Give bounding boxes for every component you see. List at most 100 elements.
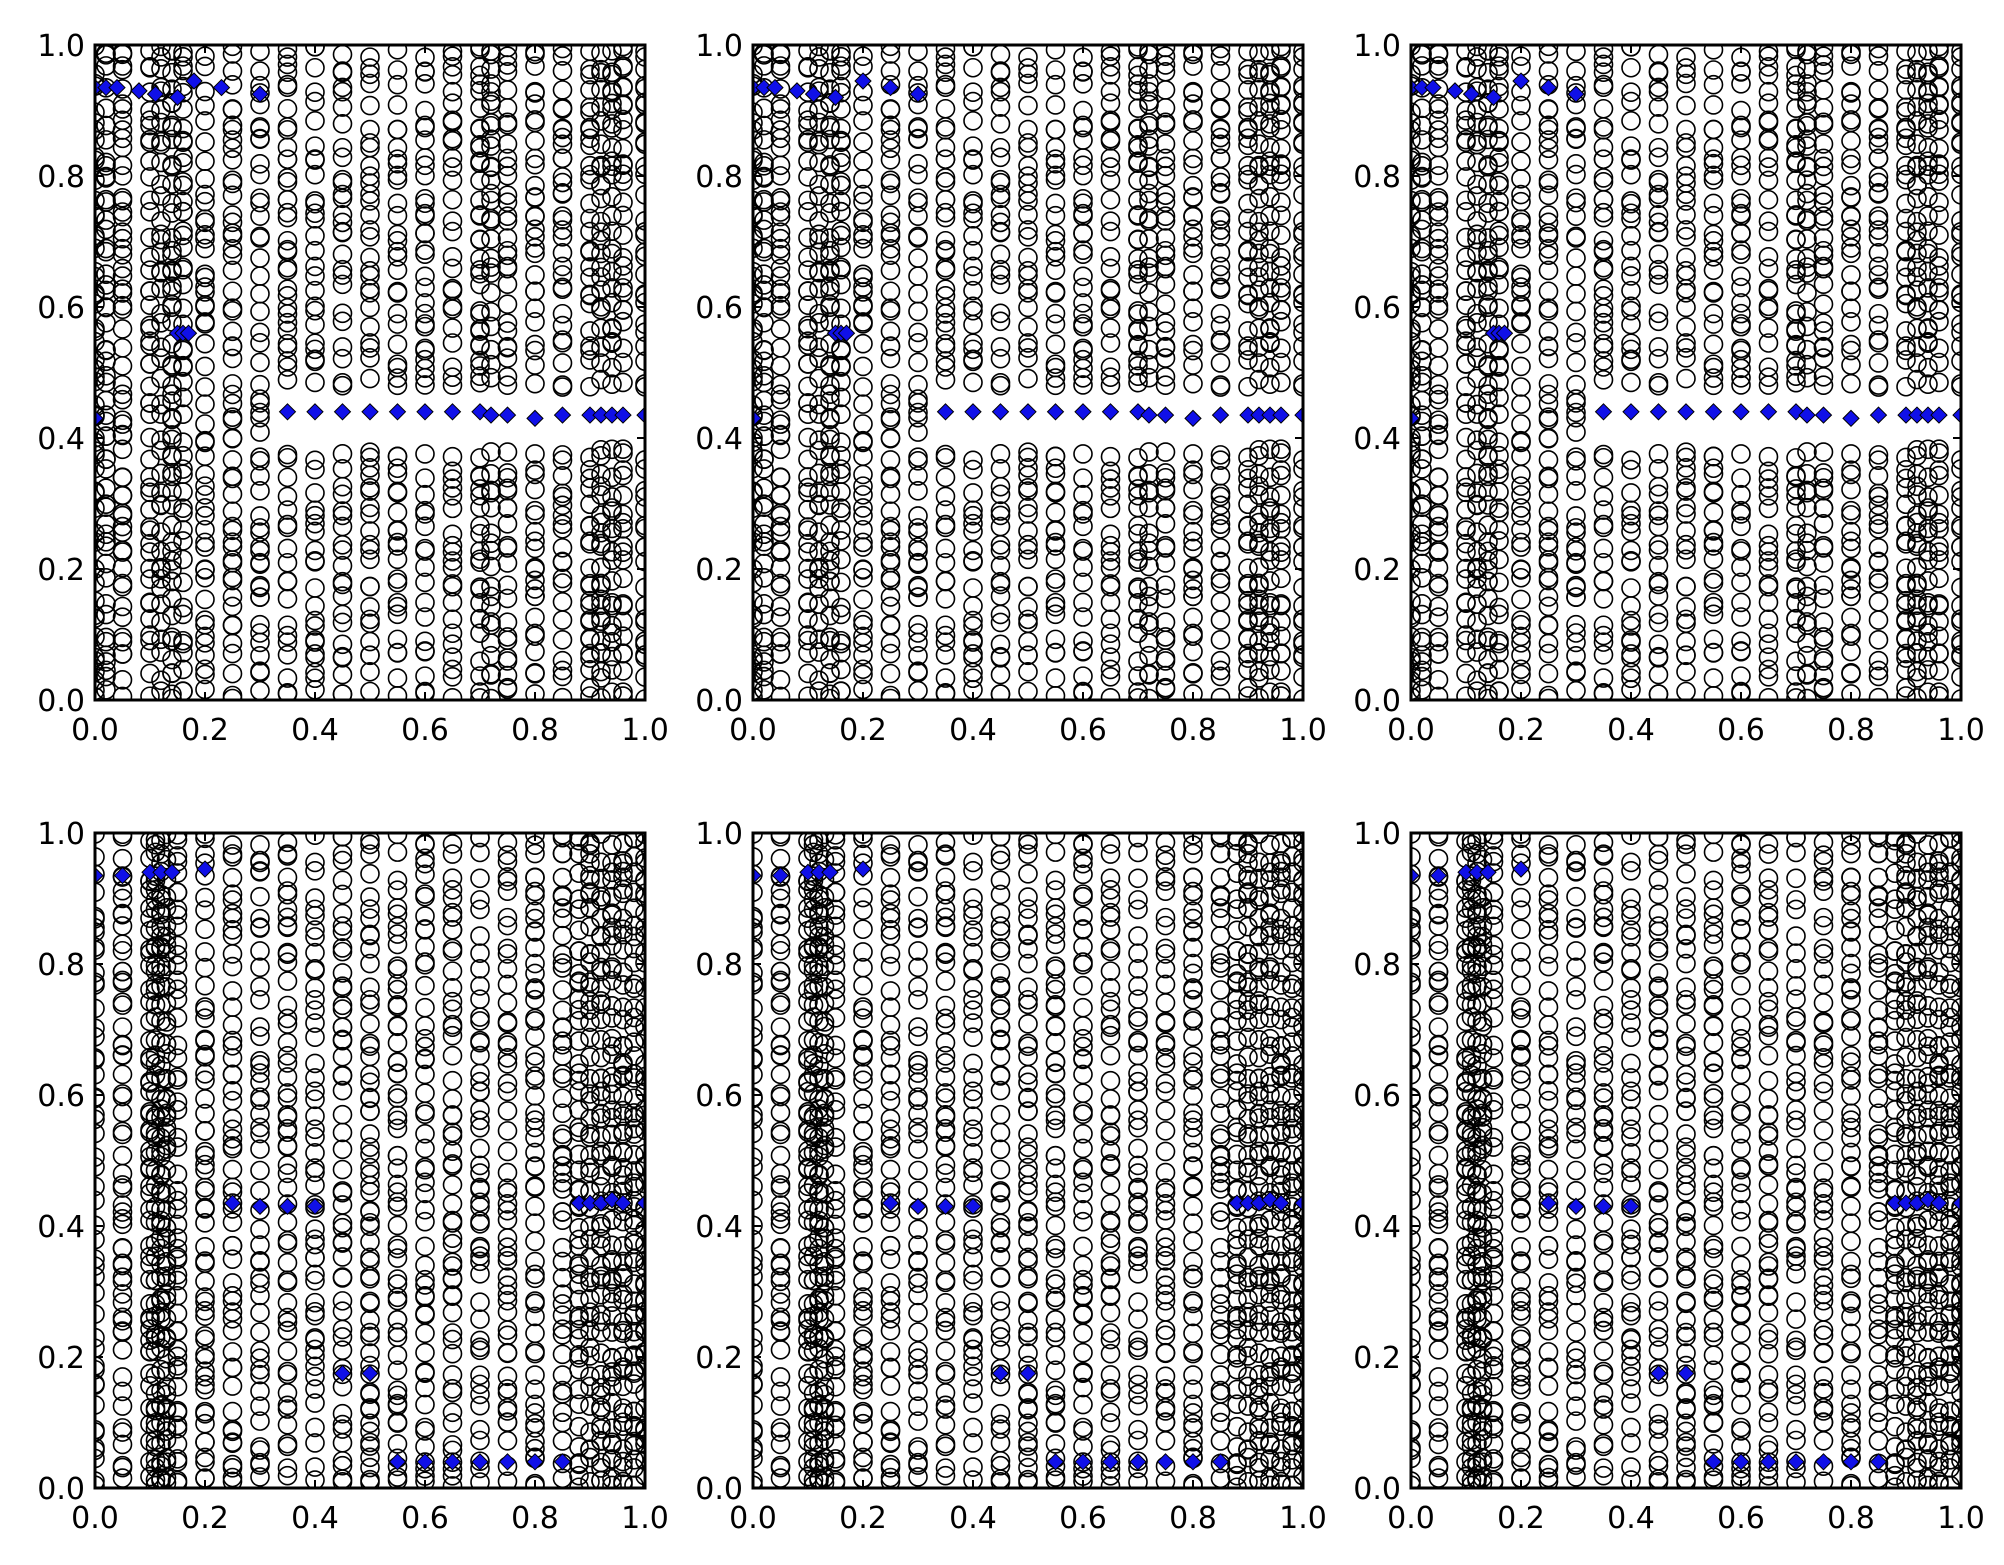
circle-point bbox=[250, 587, 270, 607]
circle-point bbox=[1731, 349, 1751, 370]
circle-point bbox=[1139, 183, 1159, 204]
circle-point bbox=[908, 248, 928, 268]
circle-point bbox=[770, 155, 791, 176]
circle-point bbox=[770, 522, 791, 542]
diamond-point bbox=[278, 403, 297, 421]
circle-point bbox=[387, 1434, 408, 1454]
circle-point bbox=[754, 652, 774, 672]
circle-point bbox=[1467, 495, 1487, 516]
circle-point bbox=[1929, 504, 1949, 525]
circle-point bbox=[820, 281, 840, 301]
circle-point bbox=[770, 99, 791, 119]
circle-point bbox=[442, 524, 463, 545]
circle-point bbox=[809, 58, 829, 79]
circle-point bbox=[1210, 687, 1231, 700]
circle-point bbox=[1478, 156, 1498, 177]
circle-point bbox=[415, 1303, 435, 1324]
circle-point bbox=[1183, 663, 1203, 684]
x-tick-label: 1.0 bbox=[1279, 713, 1327, 748]
circle-point bbox=[1467, 174, 1487, 195]
circle-point bbox=[613, 171, 633, 191]
circle-point bbox=[173, 387, 193, 408]
plot-area bbox=[95, 833, 645, 1488]
circle-point bbox=[1896, 169, 1916, 190]
circle-point bbox=[820, 532, 840, 552]
circle-point bbox=[602, 318, 622, 338]
circle-point bbox=[162, 481, 182, 502]
circle-point bbox=[305, 57, 325, 78]
circle-point bbox=[1210, 148, 1231, 169]
circle-point bbox=[753, 573, 763, 593]
circle-point bbox=[387, 357, 408, 378]
circle-point bbox=[1271, 512, 1291, 533]
circle-point bbox=[1841, 110, 1861, 130]
circle-point bbox=[1929, 248, 1949, 268]
circle-point bbox=[250, 164, 270, 185]
circle-point bbox=[820, 375, 840, 396]
circle-point bbox=[1676, 333, 1696, 353]
circle-point bbox=[1467, 463, 1487, 484]
circle-point bbox=[1238, 336, 1258, 356]
circle-point bbox=[770, 516, 791, 537]
circle-point bbox=[140, 315, 160, 336]
circle-point bbox=[387, 368, 408, 388]
circle-point bbox=[140, 686, 160, 700]
circle-point bbox=[162, 281, 182, 301]
circle-point bbox=[1210, 210, 1231, 230]
circle-point bbox=[305, 225, 325, 246]
circle-point bbox=[332, 555, 353, 576]
circle-point bbox=[1073, 444, 1093, 464]
circle-point bbox=[1593, 338, 1614, 358]
circle-point bbox=[1489, 681, 1509, 700]
circle-point bbox=[1918, 243, 1938, 264]
circle-point bbox=[1918, 374, 1938, 395]
circle-point bbox=[140, 477, 160, 498]
circle-point bbox=[1456, 202, 1476, 222]
circle-point bbox=[1951, 322, 1961, 342]
circle-point bbox=[591, 243, 611, 264]
circle-point bbox=[112, 258, 133, 279]
circle-point bbox=[305, 1393, 325, 1413]
circle-point bbox=[1593, 62, 1614, 82]
circle-point bbox=[1511, 111, 1531, 131]
circle-point bbox=[1676, 613, 1696, 634]
circle-point bbox=[525, 298, 545, 319]
circle-point bbox=[1183, 444, 1203, 464]
circle-point bbox=[1238, 169, 1258, 190]
circle-point bbox=[1797, 464, 1817, 484]
circle-point bbox=[1593, 320, 1614, 341]
circle-point bbox=[1511, 498, 1531, 518]
circle-point bbox=[1456, 482, 1476, 503]
circle-point bbox=[470, 45, 490, 60]
circle-point bbox=[1621, 111, 1641, 131]
circle-point bbox=[525, 175, 545, 196]
circle-point bbox=[1238, 340, 1258, 361]
circle-point bbox=[624, 1305, 644, 1326]
circle-point bbox=[151, 495, 171, 516]
circle-point bbox=[195, 560, 215, 580]
circle-point bbox=[552, 1319, 573, 1339]
circle-point bbox=[1210, 303, 1231, 324]
circle-point bbox=[1073, 223, 1093, 244]
circle-point bbox=[1155, 375, 1176, 395]
circle-point bbox=[963, 540, 983, 561]
circle-point bbox=[305, 1328, 325, 1348]
circle-point bbox=[1538, 501, 1559, 522]
circle-point bbox=[151, 134, 171, 155]
circle-point bbox=[1703, 74, 1724, 95]
circle-point bbox=[1566, 481, 1586, 501]
circle-point bbox=[195, 626, 215, 647]
circle-point bbox=[935, 149, 956, 170]
circle-point bbox=[1260, 501, 1280, 521]
circle-point bbox=[1018, 338, 1038, 358]
circle-point bbox=[525, 1365, 545, 1385]
circle-point bbox=[602, 331, 622, 352]
circle-point bbox=[1412, 524, 1432, 545]
y-tick-label: 1.0 bbox=[695, 29, 743, 64]
circle-point bbox=[162, 466, 182, 487]
circle-point bbox=[1648, 97, 1669, 117]
circle-point bbox=[277, 514, 298, 535]
circle-point bbox=[1260, 571, 1280, 591]
circle-point bbox=[525, 1343, 545, 1364]
circle-point bbox=[853, 377, 873, 397]
